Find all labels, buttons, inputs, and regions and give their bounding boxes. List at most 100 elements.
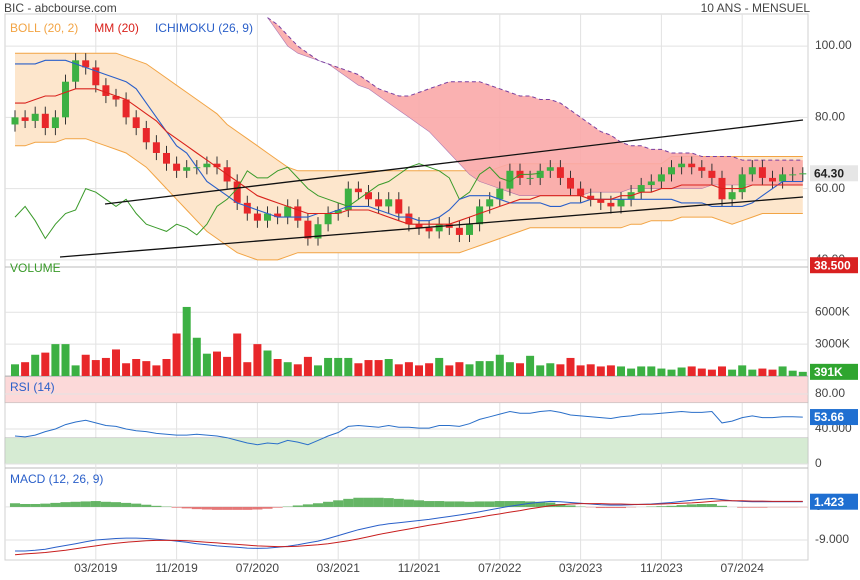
x-tick-label: 03/2023	[559, 561, 603, 575]
x-tick-label: 07/2022	[478, 561, 522, 575]
volume-bar	[485, 361, 494, 376]
candle-body	[253, 213, 261, 221]
x-tick-label: 11/2021	[398, 561, 441, 575]
macd-histogram	[686, 504, 697, 507]
volume-bar	[677, 367, 686, 376]
chart-title: BIC - abcbourse.com	[4, 1, 117, 15]
y-tick-label: -9.000	[815, 532, 849, 546]
chart-subtitle: 10 ANS - MENSUEL	[701, 1, 811, 15]
macd-histogram	[383, 498, 394, 507]
volume-bar	[91, 360, 100, 376]
macd-histogram	[201, 506, 212, 510]
volume-bar	[435, 357, 444, 376]
volume-bar	[495, 354, 504, 376]
volume-bar	[647, 366, 656, 376]
candle-body	[375, 199, 383, 207]
bollinger-band	[15, 53, 803, 260]
candle-body	[11, 117, 19, 125]
macd-histogram	[403, 499, 414, 507]
candle-body	[152, 142, 160, 153]
candle-body	[62, 81, 69, 118]
macd-histogram	[181, 506, 192, 509]
macd-histogram	[595, 506, 606, 509]
panel-title: VOLUME	[10, 261, 61, 275]
macd-histogram	[141, 504, 152, 507]
value-badge-label: 391K	[814, 365, 843, 379]
candle-body	[486, 199, 494, 207]
ichimoku-lagging	[14, 163, 541, 240]
candle-body	[284, 206, 292, 218]
volume-bar	[738, 365, 747, 376]
value-badge	[810, 257, 858, 274]
macd-histogram	[454, 501, 465, 507]
value-badge-label: 53.66	[814, 410, 844, 424]
macd-histogram	[242, 506, 253, 510]
volume-bar	[748, 369, 757, 376]
macd-histogram	[474, 501, 485, 507]
candle-body	[203, 163, 211, 168]
macd-histogram	[363, 497, 374, 507]
volume-bar	[81, 354, 90, 376]
candle-body	[354, 188, 362, 193]
candle-body	[748, 167, 756, 175]
volume-bar	[253, 344, 262, 376]
value-badge	[810, 363, 858, 380]
candle-body	[466, 224, 473, 235]
candle-body	[496, 188, 504, 200]
candle-body	[415, 224, 423, 228]
volume-bar	[566, 357, 575, 376]
candle-body	[334, 209, 342, 214]
macd-histogram	[737, 506, 748, 508]
macd-line	[14, 500, 803, 556]
macd-histogram	[312, 503, 324, 507]
y-tick-label: 60.00	[815, 181, 845, 195]
candle-body	[395, 199, 403, 214]
volume-bar	[374, 360, 383, 376]
volume-bar	[697, 368, 706, 376]
y-tick-label: 3000K	[815, 336, 850, 350]
candle-body	[698, 167, 706, 171]
macd-histogram	[484, 501, 495, 507]
volume-bar	[526, 355, 535, 376]
volume-bar	[263, 350, 272, 376]
volume-bar	[61, 344, 70, 376]
volume-bar	[182, 306, 191, 376]
macd-histogram	[232, 506, 243, 510]
volume-bar	[617, 366, 625, 376]
legend-entry: MM (20)	[94, 21, 139, 35]
volume-bar	[142, 361, 151, 376]
volume-bar	[687, 366, 696, 376]
macd-histogram	[504, 501, 515, 507]
y-tick-label: 80.00	[815, 110, 845, 124]
macd-histogram	[615, 506, 627, 509]
candle-body	[455, 227, 463, 235]
volume-bar	[394, 364, 403, 376]
volume-bar	[41, 352, 50, 376]
candle-body	[213, 163, 221, 168]
volume-bar	[324, 357, 333, 376]
volume-bar	[465, 364, 474, 376]
candle-body	[344, 188, 352, 210]
macd-histogram	[262, 506, 273, 509]
macd-histogram	[50, 502, 61, 507]
candle-body	[678, 163, 686, 168]
candle-body	[567, 177, 574, 189]
macd-histogram	[747, 506, 758, 508]
candle-body	[112, 95, 120, 100]
macd-histogram	[80, 501, 91, 507]
volume-bar	[798, 371, 807, 376]
candle-body	[577, 188, 585, 196]
candle-body	[799, 173, 807, 175]
y-tick-label: 0	[815, 456, 822, 470]
macd-histogram	[535, 501, 546, 507]
macd-histogram	[565, 505, 576, 507]
volume-bar	[122, 363, 131, 376]
candle-body	[617, 199, 625, 207]
y-tick-label: 6000K	[815, 304, 850, 318]
volume-bar	[21, 362, 30, 376]
macd-histogram	[131, 503, 142, 507]
macd-histogram	[323, 501, 334, 507]
ichimoku-line	[15, 59, 803, 222]
volume-bar	[152, 365, 161, 376]
